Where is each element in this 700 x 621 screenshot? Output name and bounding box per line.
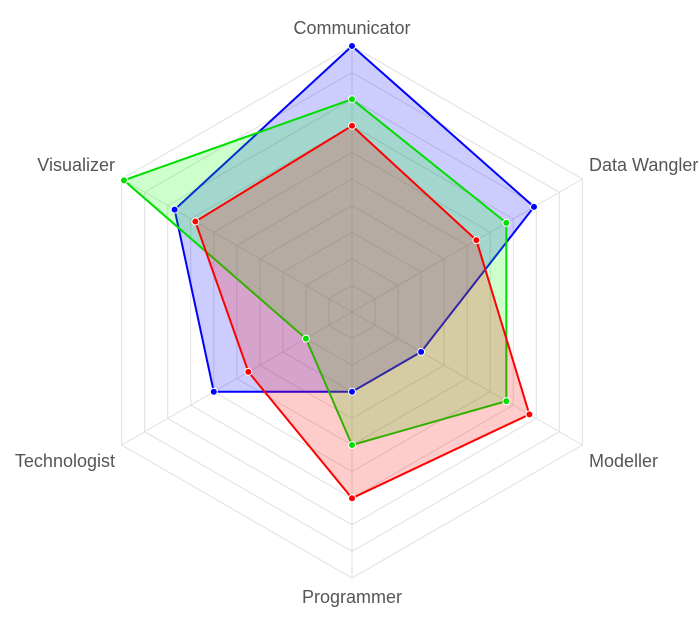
series-1-point-1[interactable] (502, 218, 511, 227)
axis-label-visualizer: Visualizer (37, 155, 115, 175)
series-2-point-4[interactable] (244, 367, 253, 376)
series-2-point-0[interactable] (348, 121, 356, 130)
radar-series (119, 42, 538, 503)
series-1-point-0[interactable] (348, 95, 356, 104)
series-0-point-4[interactable] (209, 387, 218, 396)
series-0-point-0[interactable] (348, 42, 356, 50)
axis-label-modeller: Modeller (589, 451, 658, 471)
series-2-point-5[interactable] (191, 217, 200, 226)
series-2-point-3[interactable] (348, 494, 356, 503)
axis-label-technologist: Technologist (15, 451, 115, 471)
series-0-point-5[interactable] (170, 205, 179, 214)
series-1-point-5[interactable] (119, 176, 128, 185)
series-1-point-4[interactable] (301, 334, 310, 343)
series-0-point-2[interactable] (417, 347, 426, 356)
series-2-point-1[interactable] (472, 236, 481, 245)
grid-spoke-1 (351, 178, 583, 313)
series-0-point-3[interactable] (348, 387, 356, 396)
series-2-point-2[interactable] (525, 410, 534, 419)
series-1-point-2[interactable] (502, 397, 511, 406)
grid-spoke-2 (351, 311, 583, 446)
axis-labels: Communicator Data Wangler Modeller Progr… (15, 18, 698, 607)
axis-label-data-wangler: Data Wangler (589, 155, 698, 175)
series-1-point-3[interactable] (348, 441, 356, 449)
grid-spoke-5 (121, 178, 353, 313)
series-0-point-1[interactable] (529, 202, 538, 211)
axis-label-programmer: Programmer (302, 587, 402, 607)
axis-label-communicator: Communicator (293, 18, 410, 38)
grid-spoke-4 (121, 311, 353, 446)
